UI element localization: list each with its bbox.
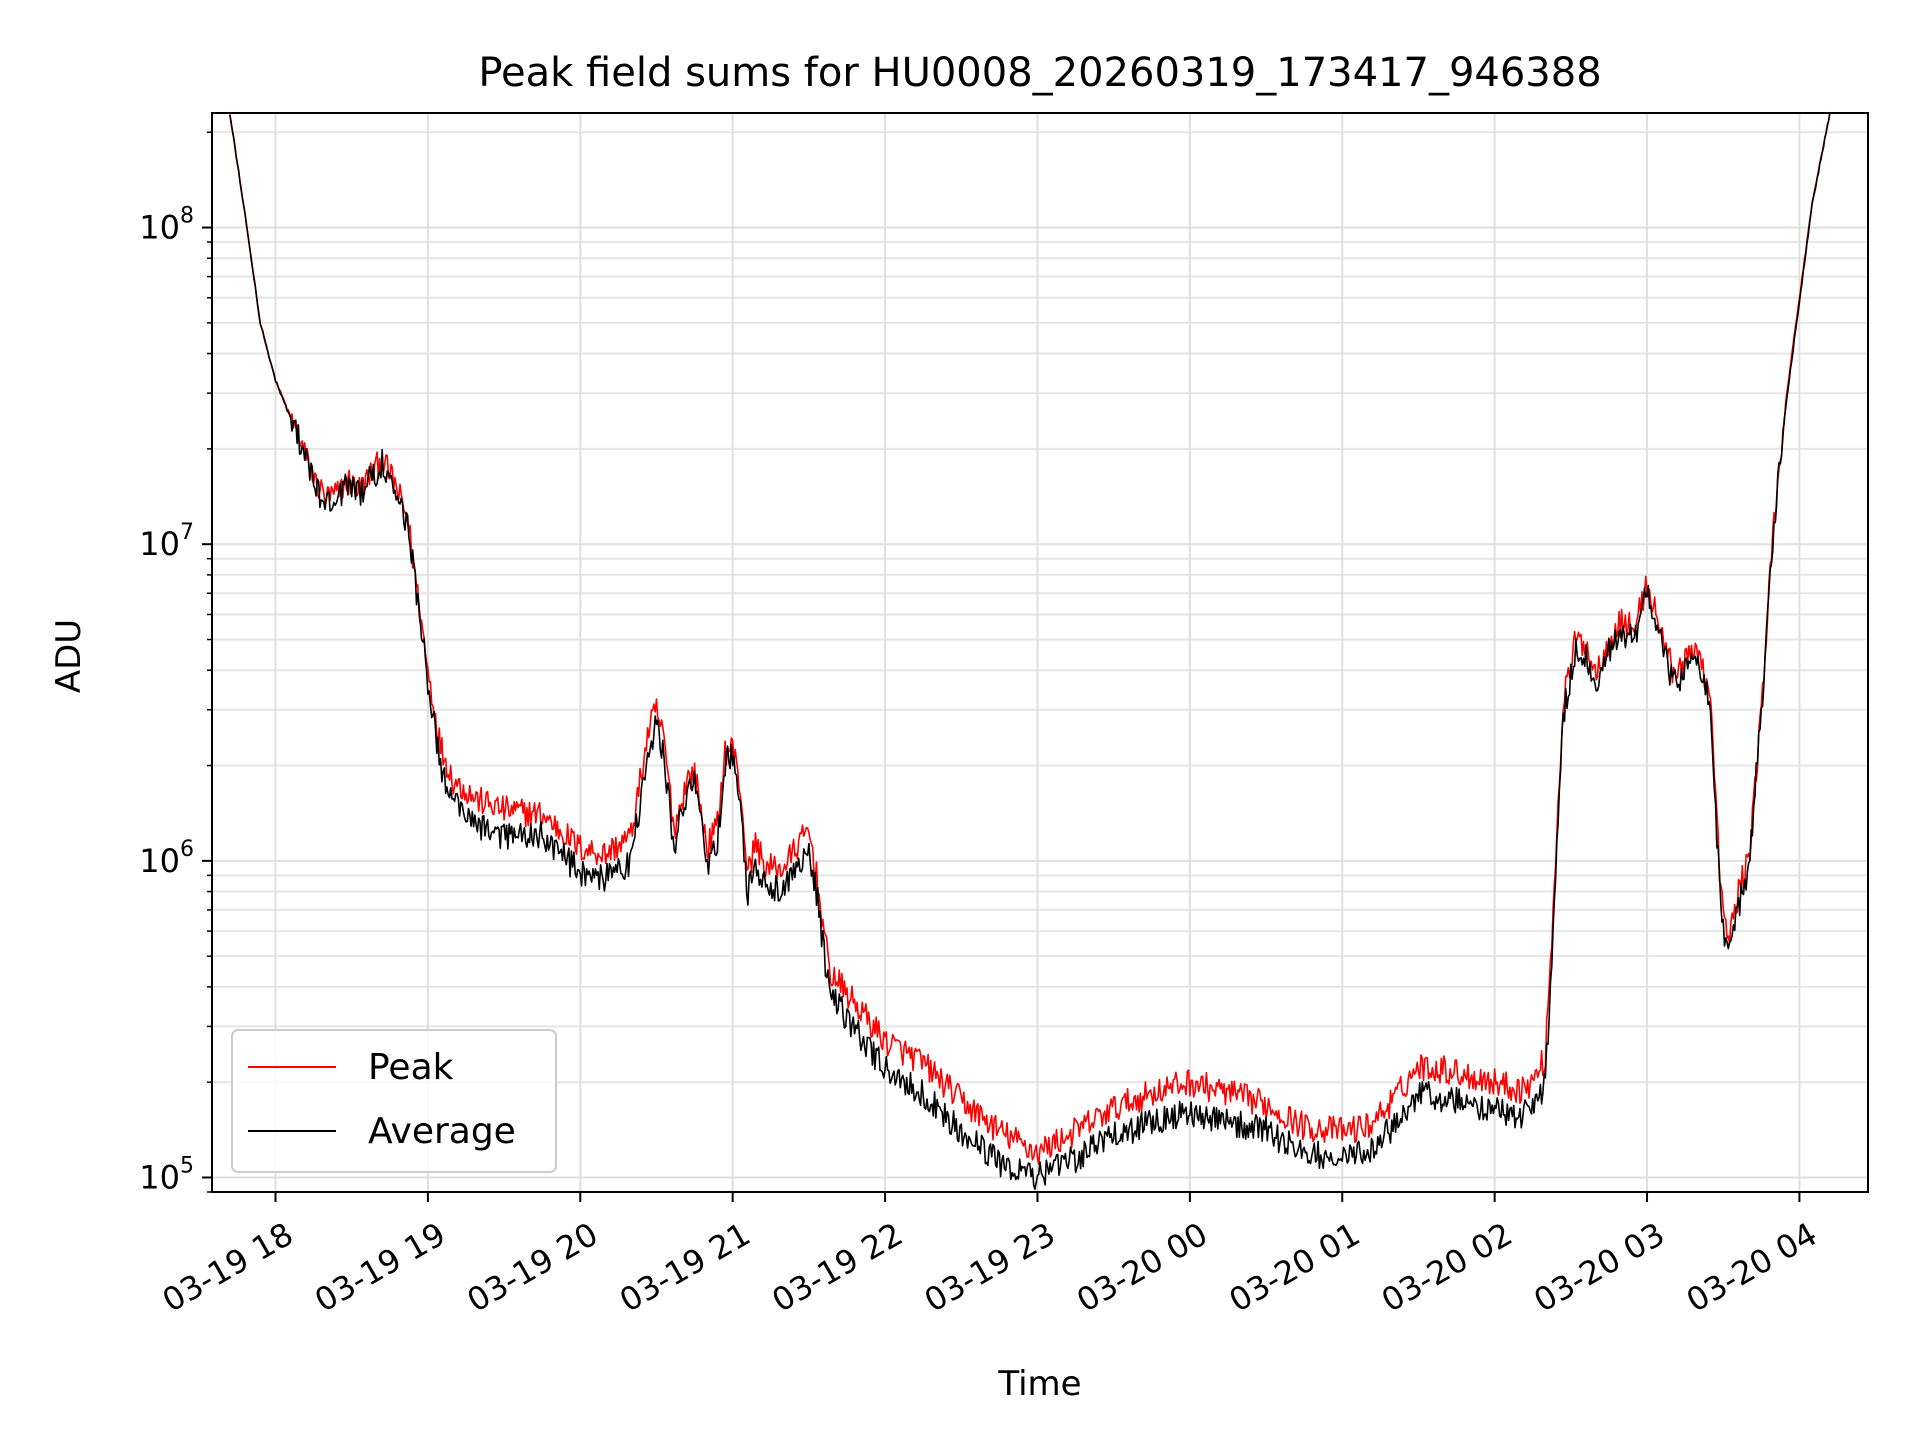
grid-layer [212,113,1868,1193]
plot-frame [211,112,1869,1193]
legend-box [231,1029,557,1173]
chart-title: Peak field sums for HU0008_20260319_1734… [478,50,1601,96]
series-line-average [229,112,1831,1190]
y-tick-label-base: 10 [139,1159,180,1197]
series-line-peak [229,112,1831,1165]
y-tick-label-exponent: 5 [180,1154,194,1179]
y-tick-label: 106 [139,837,194,880]
y-tick-label-exponent: 7 [180,520,194,545]
y-axis-label: ADU [49,619,89,693]
y-tick-label: 105 [139,1154,194,1197]
x-axis-label: Time [997,1364,1081,1404]
legend-label-average: Average [368,1111,516,1152]
y-tick-label-base: 10 [139,525,180,563]
legend: Peak Average [231,1029,557,1173]
y-tick-label: 107 [139,520,194,563]
y-tick-label-base: 10 [139,842,180,880]
y-tick-label: 108 [139,204,194,247]
y-tick-label-exponent: 6 [180,837,194,862]
legend-label-peak: Peak [368,1047,454,1088]
y-tick-label-exponent: 8 [180,204,194,229]
series-layer [229,112,1831,1190]
y-tick-label-base: 10 [139,209,180,247]
